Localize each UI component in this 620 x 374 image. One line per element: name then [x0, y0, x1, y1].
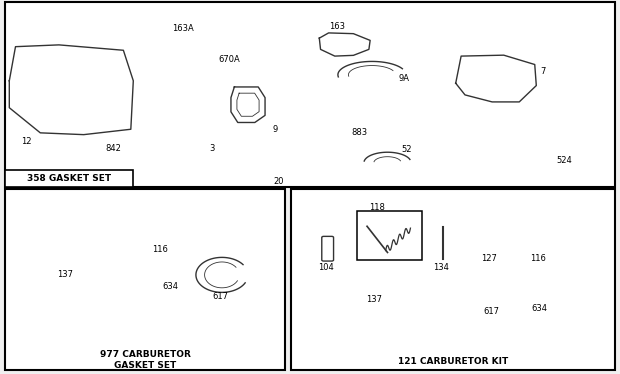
Text: 118: 118: [369, 203, 385, 212]
Text: 12: 12: [21, 137, 31, 145]
Text: 617: 617: [213, 292, 229, 301]
Text: 617: 617: [484, 307, 500, 316]
Text: 20: 20: [274, 177, 284, 186]
Text: 9A: 9A: [398, 74, 409, 83]
Text: 163: 163: [329, 22, 345, 31]
Bar: [291, 189, 615, 370]
Bar: [356, 211, 422, 260]
Text: 137: 137: [57, 270, 73, 279]
Text: 116: 116: [152, 245, 168, 254]
Text: 634: 634: [531, 304, 547, 313]
Text: 134: 134: [433, 263, 450, 272]
Text: 127: 127: [480, 254, 497, 263]
Text: 137: 137: [366, 295, 382, 304]
Text: 163A: 163A: [172, 24, 194, 33]
Bar: [5, 170, 133, 187]
Text: 104: 104: [318, 263, 334, 272]
Text: 121 CARBURETOR KIT: 121 CARBURETOR KIT: [398, 357, 508, 367]
Text: 524: 524: [556, 156, 572, 165]
Text: 52: 52: [402, 145, 412, 154]
Text: 977 CARBURETOR
GASKET SET: 977 CARBURETOR GASKET SET: [100, 350, 190, 370]
Text: 634: 634: [162, 282, 179, 291]
Text: 842: 842: [105, 144, 121, 153]
Bar: [5, 189, 285, 370]
Text: 9: 9: [273, 125, 278, 134]
Text: 670A: 670A: [218, 55, 241, 64]
Bar: [5, 2, 615, 187]
Text: 7: 7: [541, 67, 546, 76]
Text: 358 GASKET SET: 358 GASKET SET: [27, 174, 111, 183]
Text: 3: 3: [210, 144, 215, 153]
Text: 116: 116: [530, 254, 546, 263]
Text: 883: 883: [352, 128, 368, 137]
